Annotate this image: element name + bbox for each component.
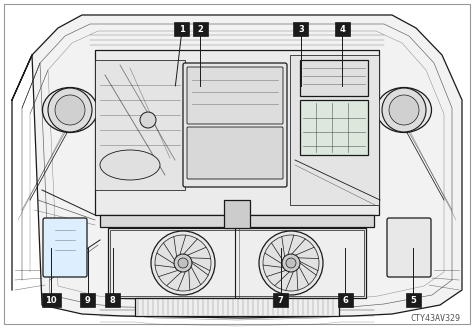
Text: 7: 7 bbox=[278, 296, 283, 305]
Text: 8: 8 bbox=[110, 296, 116, 305]
FancyBboxPatch shape bbox=[293, 22, 309, 36]
FancyBboxPatch shape bbox=[300, 100, 368, 155]
Circle shape bbox=[389, 95, 419, 125]
Circle shape bbox=[382, 88, 426, 132]
FancyBboxPatch shape bbox=[187, 127, 283, 179]
FancyBboxPatch shape bbox=[108, 228, 366, 298]
Circle shape bbox=[282, 254, 300, 272]
Text: 2: 2 bbox=[197, 25, 203, 34]
FancyBboxPatch shape bbox=[80, 293, 95, 307]
Ellipse shape bbox=[100, 150, 160, 180]
FancyBboxPatch shape bbox=[387, 218, 431, 277]
FancyBboxPatch shape bbox=[42, 293, 61, 307]
FancyBboxPatch shape bbox=[183, 63, 287, 187]
Circle shape bbox=[178, 258, 188, 268]
Text: 4: 4 bbox=[339, 25, 345, 34]
FancyBboxPatch shape bbox=[192, 22, 208, 36]
Text: 9: 9 bbox=[85, 296, 91, 305]
Text: CTY43AV329: CTY43AV329 bbox=[410, 314, 460, 323]
FancyBboxPatch shape bbox=[335, 22, 350, 36]
Polygon shape bbox=[12, 15, 462, 318]
FancyBboxPatch shape bbox=[337, 293, 353, 307]
Text: 5: 5 bbox=[410, 296, 416, 305]
Circle shape bbox=[259, 231, 323, 295]
Text: 6: 6 bbox=[342, 296, 348, 305]
FancyBboxPatch shape bbox=[174, 22, 189, 36]
Circle shape bbox=[286, 258, 296, 268]
FancyBboxPatch shape bbox=[100, 215, 374, 227]
FancyBboxPatch shape bbox=[224, 200, 250, 228]
Ellipse shape bbox=[43, 87, 98, 133]
Circle shape bbox=[263, 235, 319, 291]
FancyBboxPatch shape bbox=[95, 60, 185, 190]
Text: 10: 10 bbox=[46, 296, 57, 305]
FancyBboxPatch shape bbox=[105, 293, 120, 307]
FancyBboxPatch shape bbox=[300, 60, 368, 96]
Circle shape bbox=[174, 254, 192, 272]
Circle shape bbox=[48, 88, 92, 132]
FancyBboxPatch shape bbox=[290, 55, 379, 205]
FancyBboxPatch shape bbox=[95, 50, 379, 215]
Circle shape bbox=[55, 95, 85, 125]
FancyBboxPatch shape bbox=[406, 293, 421, 307]
FancyBboxPatch shape bbox=[135, 298, 339, 316]
FancyBboxPatch shape bbox=[273, 293, 288, 307]
Text: 3: 3 bbox=[298, 25, 304, 34]
Ellipse shape bbox=[376, 87, 431, 133]
FancyBboxPatch shape bbox=[43, 218, 87, 277]
FancyBboxPatch shape bbox=[110, 230, 364, 296]
Text: 1: 1 bbox=[179, 25, 184, 34]
FancyBboxPatch shape bbox=[187, 67, 283, 124]
Circle shape bbox=[151, 231, 215, 295]
Circle shape bbox=[140, 112, 156, 128]
FancyBboxPatch shape bbox=[4, 4, 470, 324]
Ellipse shape bbox=[49, 92, 91, 127]
Circle shape bbox=[155, 235, 211, 291]
Ellipse shape bbox=[383, 92, 425, 127]
